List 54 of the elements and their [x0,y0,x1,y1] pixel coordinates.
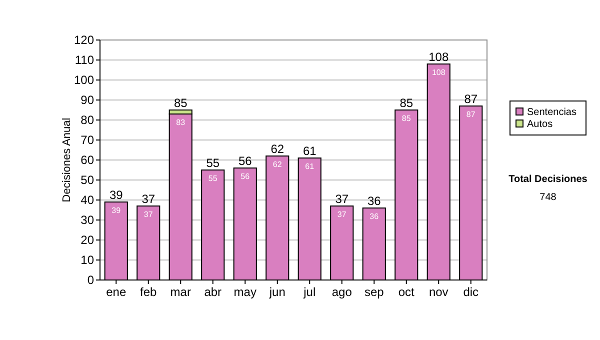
data-label: 39 [112,206,122,215]
x-tick-label: dic [463,285,479,299]
y-axis-title: Decisiones Anual [61,118,73,202]
data-label: 56 [240,172,250,181]
x-tick-label: ago [332,285,352,299]
x-tick-label: feb [140,285,158,299]
y-tick-label: 60 [80,153,94,168]
text: Total Decisiones [508,174,588,185]
total-label: 108 [428,50,449,64]
total-label: 62 [270,142,284,156]
x-tick-label: nov [428,285,448,299]
data-label: 62 [272,160,282,169]
data-label: 37 [144,210,154,219]
y-tick-label: 40 [80,193,94,208]
x-tick-label: jul [302,285,316,299]
y-tick-label: 50 [80,173,94,188]
data-label: 87 [466,110,476,119]
x-tick-label: mar [170,285,191,299]
y-tick-label: 0 [87,273,94,288]
y-tick-label: 30 [80,213,94,228]
total-label: 55 [206,156,220,170]
text: 748 [540,192,557,203]
total-label: 37 [335,192,349,206]
x-tick-label: may [234,285,256,299]
data-label: 83 [176,118,186,127]
total-label: 87 [464,92,478,106]
total-label: 56 [238,154,252,168]
total-label: 39 [109,188,124,202]
y-tick-label: 10 [80,253,94,268]
data-label: 36 [370,212,380,221]
data-label: 55 [208,174,218,183]
x-tick-label: oct [398,285,416,299]
legend-label: Autos [527,119,553,130]
y-tick-label: 100 [74,73,94,88]
y-tick-label: 20 [80,233,94,248]
data-label: 37 [337,210,347,219]
data-label: 85 [402,114,412,123]
total-label: 61 [302,144,317,158]
data-label: 61 [305,162,315,171]
legend-label: Sentencias [527,107,576,118]
x-tick-label: abr [204,285,222,299]
y-tick-label: 90 [80,93,94,108]
y-tick-label: 110 [74,53,94,68]
y-tick-label: 120 [74,33,94,48]
total-label: 85 [174,96,188,110]
y-tick-label: 80 [80,113,94,128]
x-tick-label: jun [268,285,286,299]
data-label: 108 [432,68,446,77]
total-label: 36 [367,194,382,208]
total-label: 85 [400,96,414,110]
x-tick-label: ene [106,285,126,299]
x-tick-label: sep [364,285,384,299]
total-label: 37 [142,192,156,206]
y-tick-label: 70 [80,133,94,148]
